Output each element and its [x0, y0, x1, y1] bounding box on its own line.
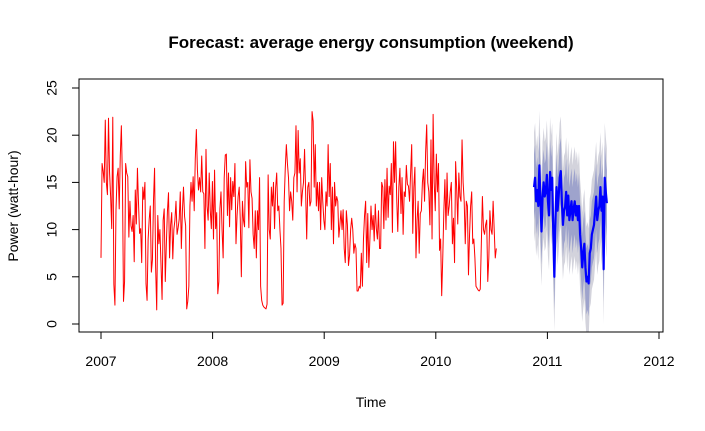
- x-axis-label: Time: [356, 394, 387, 410]
- y-tick-label: 5: [44, 273, 60, 281]
- y-axis-label: Power (watt-hour): [5, 150, 21, 261]
- history-series-line: [100, 111, 497, 311]
- series-layer: [100, 111, 608, 311]
- x-tick-label: 2010: [420, 353, 451, 369]
- x-axis: 2007 2008 2009 2010 2011 2012: [85, 331, 675, 369]
- x-tick-label: 2011: [532, 353, 562, 369]
- forecast-series-line: [532, 164, 608, 285]
- x-tick-label: 2009: [309, 353, 340, 369]
- y-tick-label: 0: [44, 320, 60, 328]
- y-axis: 0 5 10 15 20 25: [44, 80, 80, 328]
- forecast-bands: [534, 110, 607, 332]
- y-tick-label: 15: [44, 174, 60, 190]
- y-tick-label: 25: [44, 80, 60, 96]
- x-tick-label: 2012: [643, 353, 674, 369]
- y-tick-label: 20: [44, 127, 60, 143]
- x-tick-label: 2007: [85, 353, 116, 369]
- y-tick-label: 10: [44, 222, 60, 238]
- chart-title: Forecast: average energy consumption (we…: [168, 33, 573, 52]
- x-tick-label: 2008: [197, 353, 228, 369]
